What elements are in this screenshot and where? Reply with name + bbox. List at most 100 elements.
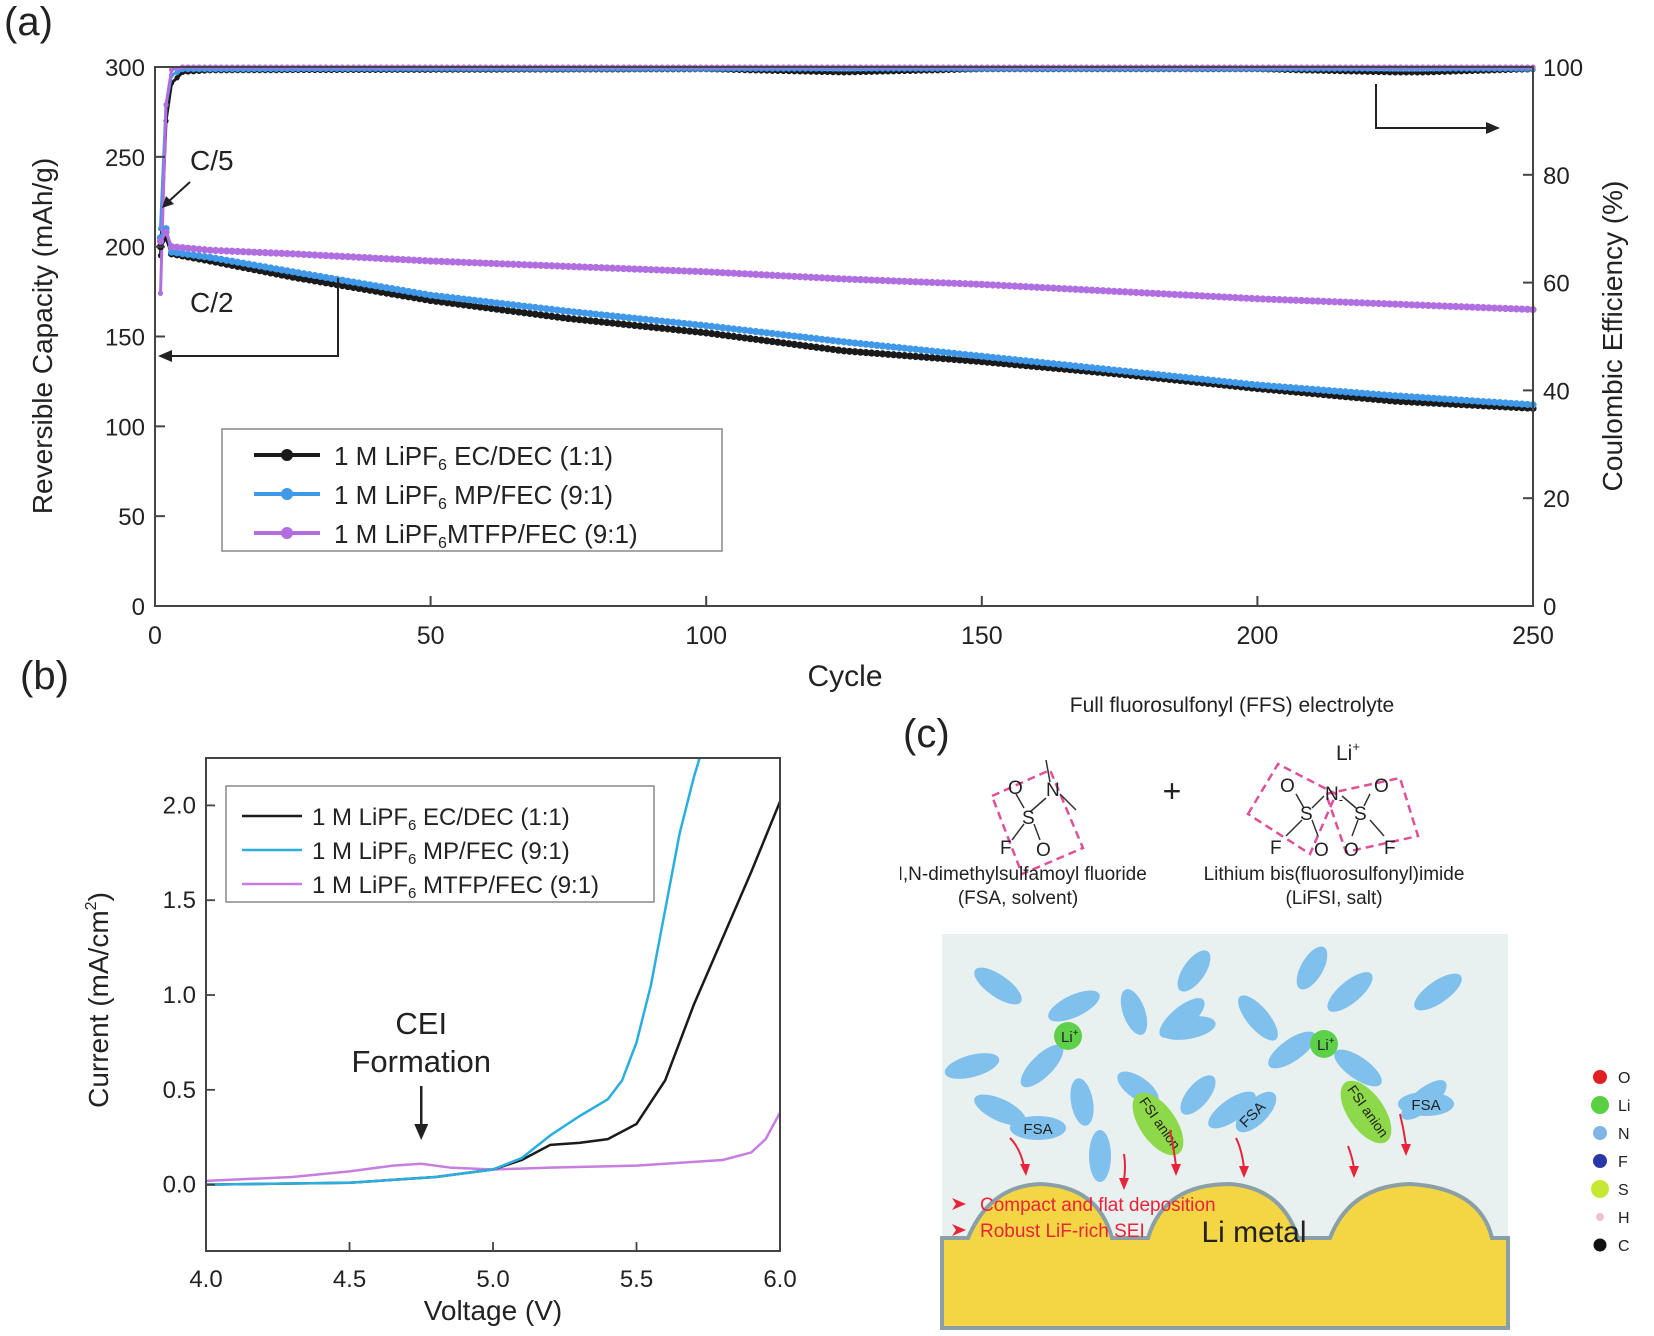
data-point-mtfp (851, 275, 859, 284)
data-point-ec (1387, 70, 1393, 76)
data-point-mtfp (1198, 292, 1206, 300)
data-point-mp (482, 298, 490, 306)
data-point-mp (1435, 395, 1443, 403)
lifsi-atom-f1: F (1270, 838, 1282, 859)
data-point-mtfp (686, 267, 694, 275)
atom-legend-label-s: S (1618, 1182, 1629, 1199)
data-point-mp (1077, 363, 1085, 371)
data-point-ec (724, 332, 732, 340)
lifsi-bond-s1n (1311, 795, 1325, 809)
data-point-mp (471, 296, 479, 304)
data-point-mtfp (856, 276, 865, 284)
data-point-mtfp (1336, 298, 1344, 306)
data-point-mp (713, 323, 721, 331)
data-point-mtfp (1353, 299, 1361, 307)
li-ion (1054, 1022, 1082, 1050)
data-point-mtfp (487, 259, 495, 268)
chart-a-y2label: Coulombic Efficiency (%) (1597, 181, 1628, 492)
reduction-arrowhead (1171, 1164, 1181, 1176)
chart-a-xtick-label: 0 (148, 622, 162, 650)
data-point-mp (680, 319, 688, 328)
data-point-mp (741, 326, 749, 334)
data-point-mtfp (735, 269, 743, 278)
data-point-mtfp (581, 263, 589, 271)
data-point-mp (1270, 382, 1278, 390)
data-point-ec (1414, 70, 1420, 76)
data-point-mtfp (1303, 297, 1311, 305)
bullet-arrow-icon (952, 1224, 966, 1236)
data-point-mp (1341, 388, 1350, 396)
chart-b-ylabel: Current (mA/cm2) (83, 892, 114, 1108)
legend-a-marker-mtfp (281, 527, 293, 539)
data-point-mp (906, 345, 914, 353)
data-point-mtfp (570, 263, 578, 271)
data-point-mtfp (1011, 282, 1019, 290)
data-point-mp (1441, 395, 1449, 403)
data-point-mtfp (823, 274, 832, 282)
data-point-mtfp (504, 260, 512, 268)
data-point-ec (603, 318, 611, 327)
data-point-mp (410, 288, 418, 296)
legend-a-label-mp: 1 M LiPF6 MP/FEC (9:1) (334, 480, 613, 513)
data-point-mtfp (465, 258, 473, 267)
chart-a-legend: 1 M LiPF6 EC/DEC (1:1) 1 M LiPF6 MP/FEC … (221, 428, 723, 552)
data-point-mp (371, 282, 380, 290)
data-point-ec (862, 348, 870, 357)
solvent-ellipse (1180, 1075, 1216, 1115)
data-point-mp (174, 69, 180, 75)
data-point-mtfp (399, 256, 407, 264)
data-point-mtfp (1286, 296, 1295, 304)
series-mtfp-right (157, 64, 1536, 296)
data-point-mtfp (680, 267, 688, 275)
data-point-mtfp (438, 257, 446, 266)
data-point-ec (636, 322, 644, 330)
data-point-mp (1490, 398, 1499, 406)
data-point-mtfp (950, 279, 958, 287)
data-point-ec (983, 358, 991, 366)
data-point-mp (1292, 384, 1300, 392)
data-point-mp (1259, 381, 1267, 390)
data-point-ec (917, 353, 925, 361)
data-point-mp (283, 267, 291, 275)
legend-b-item-mtfp: 1 M LiPF6 MTFP/FEC (9:1) (242, 872, 599, 902)
solvent-ellipse (1089, 1130, 1111, 1182)
data-point-mp (1501, 399, 1510, 407)
data-point-ec (614, 320, 622, 328)
data-point-mp (360, 280, 369, 288)
data-point-mtfp (1259, 295, 1267, 303)
data-point-mp (1424, 394, 1432, 402)
data-point-ec (520, 309, 528, 317)
data-point-ec (890, 351, 898, 359)
data-point-mtfp (890, 277, 898, 285)
data-point-mp (967, 351, 975, 359)
data-point-mtfp (1143, 289, 1151, 297)
data-point-mp (201, 253, 209, 261)
data-point-mtfp (708, 268, 716, 276)
data-point-mtfp (476, 259, 484, 267)
data-point-mtfp (901, 277, 909, 285)
chart-b-series (206, 758, 780, 1186)
data-point-mtfp (1099, 287, 1107, 295)
data-point-ec (901, 352, 909, 360)
data-point-mtfp (393, 255, 402, 263)
fsa-bond-so1 (1015, 793, 1025, 809)
data-point-mp (421, 290, 429, 298)
cei-annotation-arrowhead (414, 1124, 429, 1140)
data-point-mp (1165, 372, 1173, 380)
data-point-mp (1231, 379, 1239, 387)
data-point-mp (1038, 358, 1047, 367)
data-point-ec (349, 283, 358, 292)
data-point-mtfp (1033, 283, 1041, 291)
data-point-mtfp (404, 256, 413, 264)
data-point-mp (636, 315, 644, 323)
data-point-mtfp (641, 265, 650, 274)
series-mtfp-left (156, 228, 1537, 314)
data-point-mtfp (719, 269, 727, 277)
data-point-mp (928, 347, 936, 355)
data-point-mtfp (1220, 293, 1228, 301)
data-point-mtfp (917, 278, 925, 286)
chart-a-y2tick-label: 100 (1543, 55, 1583, 82)
chart-b-marks (206, 758, 780, 1186)
data-point-ec (928, 354, 936, 362)
data-point-ec (305, 276, 313, 284)
